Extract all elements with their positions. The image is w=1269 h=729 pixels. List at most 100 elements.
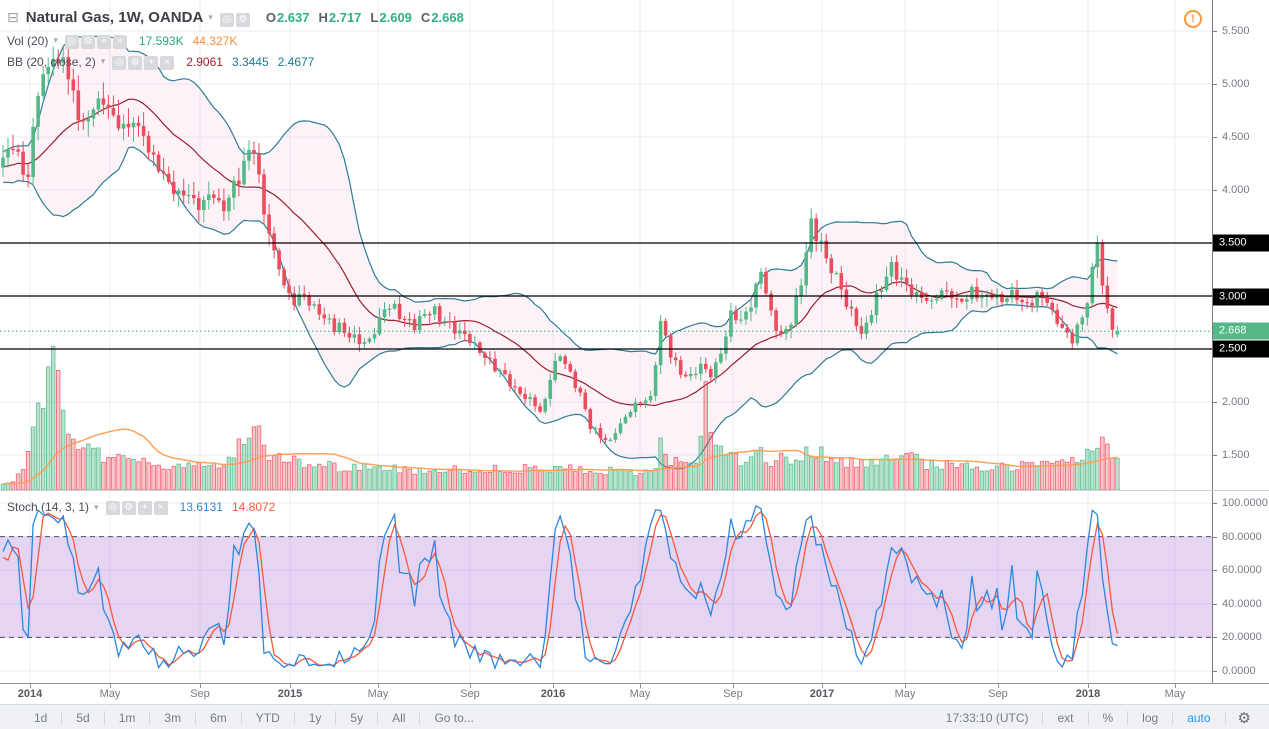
candle-body: [367, 338, 372, 342]
candle-body: [939, 290, 944, 299]
candle-body: [764, 271, 768, 294]
pane-resize-handle[interactable]: [0, 490, 1269, 491]
volume-bar: [442, 471, 447, 491]
volume-indicator-label[interactable]: Vol (20): [7, 33, 49, 48]
candle-body: [387, 308, 392, 310]
volume-bar: [10, 481, 16, 491]
chevron-down-icon[interactable]: ▾: [100, 56, 106, 66]
candle-body: [709, 369, 713, 378]
volume-bar: [829, 458, 834, 491]
candle-wick: [163, 157, 165, 180]
range-3m-button[interactable]: 3m: [164, 710, 182, 725]
chart-canvas[interactable]: [0, 0, 1212, 683]
chevron-down-icon[interactable]: ▾: [53, 35, 58, 45]
range-5y-button[interactable]: 5y: [350, 710, 364, 725]
close-button[interactable]: ×: [153, 501, 168, 515]
candle-body: [553, 360, 557, 380]
time-axis[interactable]: 2014 May Sep 2015 May Sep 2016 May Sep 2017 May Sep…: [0, 683, 1269, 704]
volume-bar: [156, 464, 161, 491]
candle-body: [503, 370, 507, 375]
volume-bar: [186, 462, 191, 491]
volume-bar: [347, 470, 352, 491]
alert-icon[interactable]: !: [1184, 10, 1202, 28]
time-tick-mark: [640, 684, 641, 688]
candle-body: [924, 297, 929, 301]
volume-bar: [658, 437, 663, 491]
close-button[interactable]: ×: [112, 34, 127, 49]
candle-body: [16, 149, 20, 152]
close-button[interactable]: ×: [160, 55, 175, 70]
volume-bar: [472, 471, 478, 491]
candle-body: [402, 318, 407, 320]
candle-body: [407, 319, 412, 321]
candle-wick: [12, 134, 14, 155]
candle-body: [980, 297, 984, 299]
candle-body: [26, 174, 30, 177]
volume-bar: [733, 453, 739, 491]
bb-indicator-label[interactable]: BB (20, close, 2): [7, 54, 96, 69]
range-6m-button[interactable]: 6m: [210, 710, 227, 725]
range-1y-button[interactable]: 1y: [308, 710, 322, 725]
volume-bar: [799, 460, 804, 491]
auto-scale-button[interactable]: auto: [1187, 710, 1211, 725]
scale-buttons: 17:33:10 (UTC) ext% log auto ⚙: [932, 709, 1257, 727]
range-5d-button[interactable]: 5d: [76, 710, 90, 725]
candle-body: [71, 79, 76, 91]
percent-scale-button[interactable]: %: [1102, 710, 1114, 725]
candle-body: [101, 98, 106, 105]
volume-bar: [869, 459, 874, 491]
volume-bar: [708, 432, 713, 491]
range-1m-button[interactable]: 1m: [118, 710, 136, 725]
candle-body: [859, 326, 864, 334]
volume-bar: [1055, 460, 1060, 491]
eye-button[interactable]: ◎: [112, 55, 127, 70]
volume-bar: [497, 471, 503, 491]
volume-bar: [397, 472, 402, 491]
toolbar-divider: [103, 711, 105, 724]
candle-body: [116, 115, 121, 129]
chevron-down-icon[interactable]: ▾: [208, 12, 213, 22]
collapse-pane-icon[interactable]: ⊟: [7, 9, 19, 25]
eye-button[interactable]: ◎: [219, 12, 234, 27]
settings-gear-icon[interactable]: ⚙: [1237, 709, 1251, 727]
stoch-indicator-label[interactable]: Stoch (14, 3, 1): [7, 500, 90, 514]
gear-button[interactable]: ⚙: [235, 12, 250, 27]
log-scale-button[interactable]: log: [1142, 710, 1159, 725]
eye-button[interactable]: ◎: [64, 34, 79, 49]
candle-body: [197, 198, 201, 210]
plus-button[interactable]: +: [96, 34, 111, 49]
gear-button[interactable]: ⚙: [121, 501, 136, 515]
plus-button[interactable]: +: [144, 55, 159, 70]
candle-body: [844, 289, 849, 307]
candle-body: [131, 122, 136, 128]
candle-body: [1010, 289, 1014, 299]
plus-button[interactable]: +: [137, 501, 152, 515]
stoch-band: [0, 536, 1212, 638]
candle-wick: [690, 367, 692, 381]
price-axis[interactable]: 5.500 5.000 4.500 4.000 2.000 1.500 100.0000 80…: [1212, 0, 1269, 683]
range-1d-button[interactable]: 1d: [34, 710, 48, 725]
candle-body: [508, 374, 512, 387]
volume-bar: [939, 468, 944, 491]
bb-lower-value: 2.4677: [277, 54, 315, 69]
toolbar-divider: [1087, 711, 1089, 724]
range-ytd-button[interactable]: YTD: [255, 710, 280, 725]
chevron-down-icon[interactable]: ▾: [94, 501, 99, 512]
volume-bar: [598, 473, 603, 491]
price-tick-label: 4.000: [1222, 184, 1250, 196]
candle-body: [955, 298, 959, 300]
candle-body: [46, 66, 50, 75]
stoch-buttons: ◎ ⚙ + ×: [104, 499, 168, 515]
candle-body: [628, 412, 633, 417]
gear-button[interactable]: ⚙: [128, 55, 143, 70]
volume-bar: [743, 461, 749, 491]
candle-body: [362, 342, 367, 344]
volume-bar: [196, 462, 201, 491]
goto-date-button[interactable]: Go to...: [434, 710, 474, 725]
range-all-button[interactable]: All: [392, 710, 406, 725]
gear-button[interactable]: ⚙: [80, 34, 95, 49]
symbol-title[interactable]: Natural Gas, 1W, OANDA: [25, 9, 204, 26]
ext-button[interactable]: ext: [1057, 710, 1074, 725]
eye-button[interactable]: ◎: [105, 501, 120, 515]
volume-bar: [61, 409, 66, 491]
